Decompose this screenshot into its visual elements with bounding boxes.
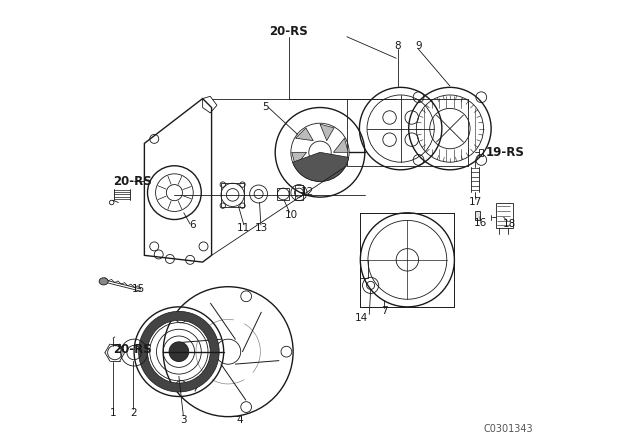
Text: 15: 15 (132, 284, 145, 294)
Wedge shape (292, 152, 349, 181)
Bar (475, 211, 480, 220)
Text: 20-RS: 20-RS (113, 343, 152, 356)
Text: 20-RS: 20-RS (113, 175, 152, 188)
Text: 12: 12 (301, 187, 314, 197)
Polygon shape (292, 152, 307, 166)
Bar (479, 149, 483, 156)
Text: 11: 11 (237, 223, 250, 233)
Polygon shape (306, 164, 320, 181)
Text: 3: 3 (180, 415, 187, 425)
Polygon shape (296, 128, 314, 141)
Wedge shape (139, 311, 220, 392)
Text: 14: 14 (355, 313, 368, 323)
Bar (360, 260, 369, 278)
Text: 1: 1 (109, 408, 116, 418)
Text: C0301343: C0301343 (483, 424, 533, 434)
Text: 13: 13 (255, 223, 268, 233)
Text: 8: 8 (394, 41, 401, 51)
Ellipse shape (99, 278, 108, 285)
Text: 20-RS: 20-RS (269, 25, 308, 38)
Text: 18: 18 (503, 219, 516, 229)
Text: 7: 7 (381, 306, 387, 316)
Ellipse shape (169, 342, 189, 362)
Bar (221, 183, 244, 207)
Bar (278, 188, 289, 200)
Bar (495, 203, 513, 228)
Text: 17: 17 (469, 198, 483, 207)
Text: 10: 10 (285, 210, 298, 220)
Polygon shape (320, 124, 334, 141)
Bar (295, 185, 303, 200)
Polygon shape (333, 138, 348, 152)
Text: 16: 16 (474, 218, 487, 228)
Polygon shape (327, 164, 344, 177)
Text: 2: 2 (130, 408, 136, 418)
Text: 19-RS: 19-RS (486, 146, 525, 159)
Text: 5: 5 (262, 102, 269, 112)
Bar (360, 213, 454, 307)
Text: 9: 9 (415, 41, 422, 51)
Text: 4: 4 (236, 415, 243, 425)
Text: 6: 6 (189, 220, 196, 230)
